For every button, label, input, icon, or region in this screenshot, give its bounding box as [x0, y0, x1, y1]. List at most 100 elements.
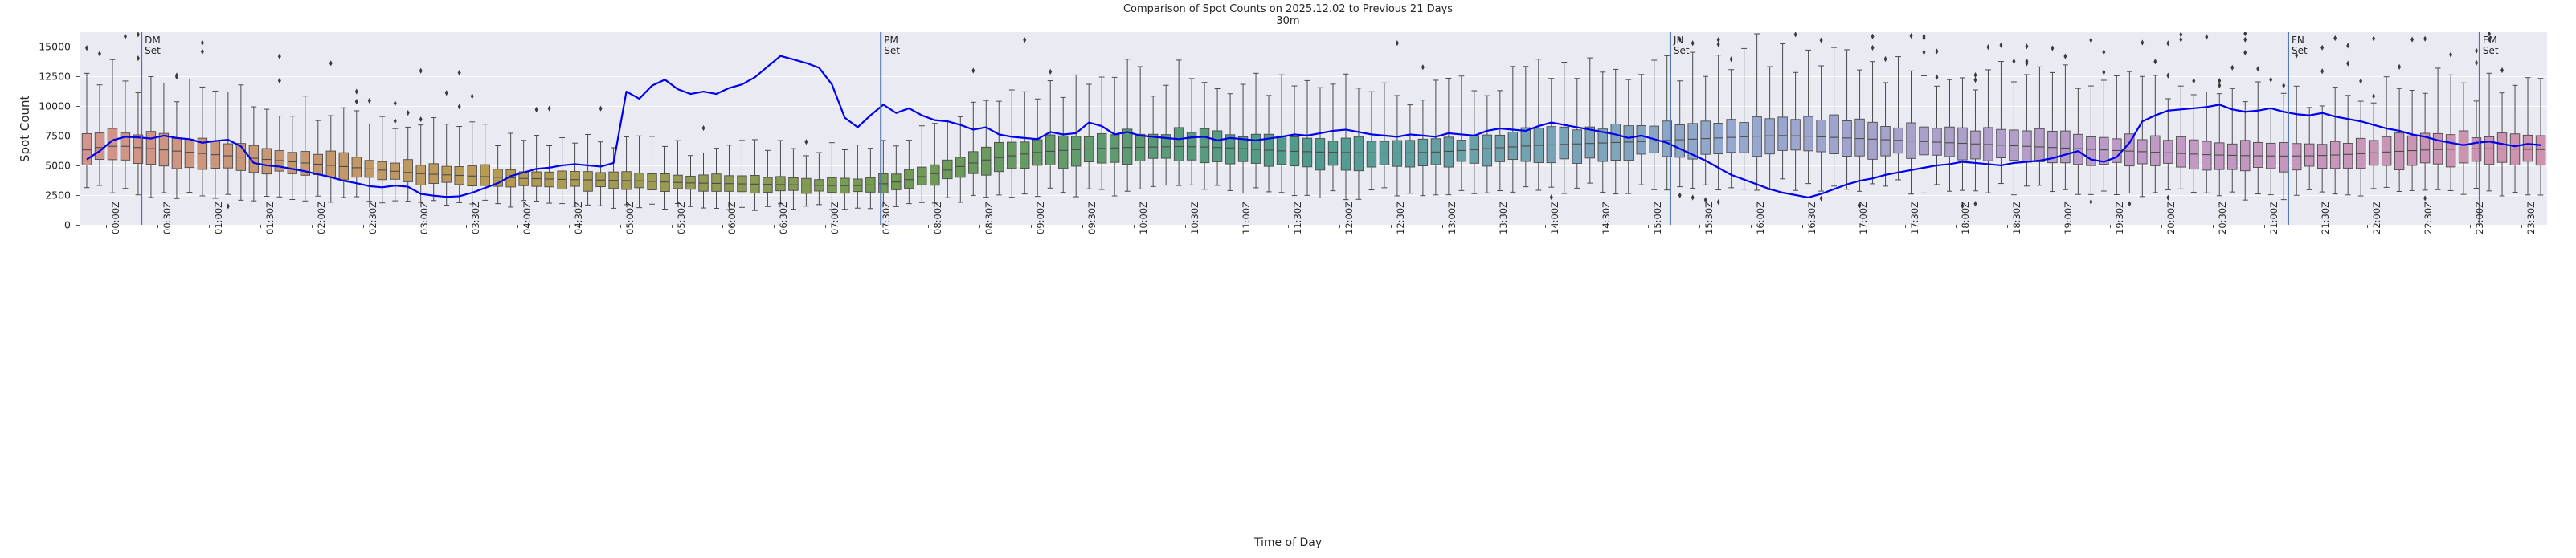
outlier-marker — [419, 116, 423, 123]
boxplot-box — [493, 145, 503, 205]
outlier-marker — [2025, 60, 2029, 67]
outlier-marker — [2089, 37, 2093, 43]
boxplot-box — [274, 116, 285, 198]
x-tick-label: 09:30Z — [1086, 201, 1098, 234]
boxplot-box — [634, 135, 644, 209]
boxplot-box — [1829, 47, 1839, 187]
boxplot-box — [1572, 78, 1582, 189]
boxplot-box — [1636, 74, 1646, 185]
x-tick-label: 03:00Z — [418, 201, 430, 234]
outlier-marker — [1922, 49, 1926, 55]
boxplot-box — [1687, 51, 1698, 189]
boxplot-box — [1777, 43, 1788, 180]
boxplot-box — [364, 123, 374, 202]
boxplot-box — [223, 92, 234, 195]
x-tick-mark — [517, 225, 518, 228]
outlier-marker — [2166, 194, 2170, 201]
x-tick-label: 21:00Z — [2268, 201, 2280, 234]
boxplot-box — [261, 108, 272, 198]
x-tick-mark — [671, 225, 673, 228]
outlier-marker — [1049, 68, 1053, 75]
x-tick-mark — [722, 225, 724, 228]
boxplot-box — [1417, 100, 1429, 197]
annotation-label: DM Set — [145, 35, 161, 56]
boxplot-box — [2176, 85, 2186, 189]
outlier-marker — [329, 60, 333, 67]
boxplot-box — [145, 76, 157, 198]
boxplot-box — [1700, 75, 1711, 185]
outlier-marker — [971, 67, 975, 74]
outlier-marker — [200, 39, 204, 46]
boxplot-box — [197, 86, 208, 197]
boxplot-box — [1764, 66, 1775, 190]
boxplot-box — [737, 140, 747, 208]
x-tick-label: 08:30Z — [983, 201, 996, 234]
boxplot-box — [1057, 96, 1069, 193]
boxplot-box — [2535, 78, 2546, 196]
outlier-marker — [419, 67, 423, 74]
x-tick-mark — [2213, 225, 2214, 228]
outlier-marker — [2218, 82, 2222, 89]
boxplot-box — [2406, 89, 2418, 191]
boxplot-box — [1970, 89, 1981, 192]
boxplot-box — [2202, 91, 2212, 193]
x-tick-label: 13:30Z — [1497, 201, 1509, 234]
x-tick-mark — [2521, 225, 2523, 228]
x-tick-label: 18:00Z — [1960, 201, 1972, 234]
x-tick-mark — [1031, 225, 1032, 228]
boxplot-box — [338, 107, 349, 198]
outlier-marker — [1793, 32, 1797, 38]
x-tick-mark — [2264, 225, 2266, 228]
boxplot-box — [1559, 62, 1570, 194]
boxplot-box — [788, 148, 799, 210]
boxplot-box — [2266, 108, 2276, 196]
boxplot-box — [1147, 96, 1159, 187]
boxplot-box — [2227, 88, 2238, 193]
boxplot-box — [981, 100, 992, 198]
boxplot-box — [685, 155, 696, 207]
boxplot-box — [2253, 81, 2263, 195]
boxplot-box — [1225, 93, 1236, 191]
boxplot-box — [853, 145, 863, 209]
x-tick-label: 21:30Z — [2320, 201, 2332, 234]
boxplot-box — [724, 145, 734, 210]
outlier-marker — [547, 105, 551, 112]
boxplot-box — [2073, 88, 2083, 195]
boxplot-box — [1353, 88, 1364, 200]
outlier-marker — [2243, 36, 2247, 43]
boxplot-box — [2509, 84, 2521, 193]
spot-count-line — [86, 55, 2541, 199]
outlier-marker — [1973, 77, 1977, 83]
boxplot-box — [171, 101, 182, 199]
boxplot-box — [1083, 83, 1094, 189]
boxplot-box — [1906, 70, 1916, 195]
boxplot-box — [930, 123, 940, 204]
outlier-marker — [2063, 53, 2067, 59]
boxplot-box — [1020, 91, 1030, 195]
boxplot-box — [968, 101, 979, 196]
x-tick-label: 08:00Z — [932, 201, 944, 234]
boxplot-box — [660, 145, 670, 210]
x-tick-label: 02:00Z — [315, 201, 327, 234]
boxplot-box — [2291, 85, 2302, 196]
outlier-marker — [354, 98, 358, 105]
boxplot-box — [2304, 107, 2315, 190]
boxplot-box — [1584, 57, 1595, 184]
boxplot-box — [1173, 59, 1184, 186]
boxplot-box — [1854, 69, 1865, 192]
annotation-label: PM Set — [884, 35, 900, 56]
x-tick-label: 17:30Z — [1908, 201, 1920, 234]
boxplot-box — [2458, 82, 2469, 195]
x-tick-label: 13:00Z — [1445, 201, 1458, 234]
annotation-label: JN Set — [1673, 35, 1690, 56]
boxplot-box — [2060, 64, 2071, 190]
boxplot-box — [673, 140, 683, 205]
outlier-marker — [2320, 44, 2325, 51]
x-tick-mark — [1288, 225, 1290, 228]
boxplot-box — [595, 141, 606, 206]
outlier-marker — [2398, 63, 2402, 70]
boxplot-box — [2329, 87, 2341, 195]
x-tick-label: 23:00Z — [2474, 201, 2486, 234]
boxplot-box — [2137, 75, 2148, 198]
boxplot-box — [891, 145, 902, 207]
